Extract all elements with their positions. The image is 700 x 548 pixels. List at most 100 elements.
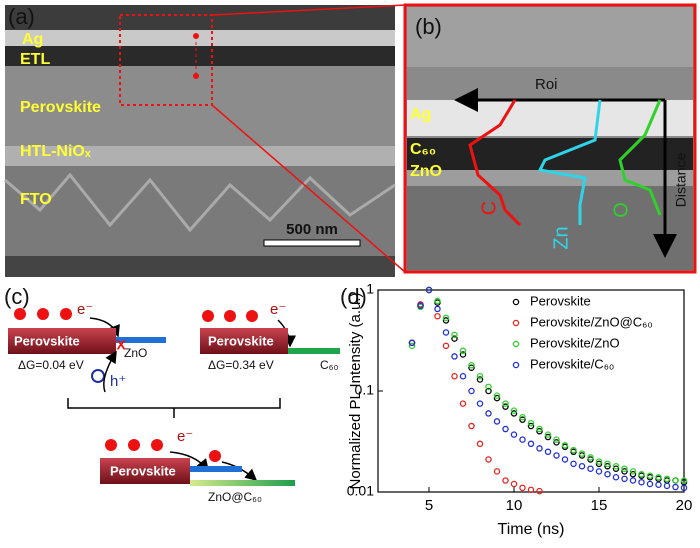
label: (d) [340, 284, 367, 309]
data-point [544, 448, 552, 456]
data-point [578, 462, 586, 470]
shape [116, 337, 166, 343]
data-point [536, 487, 543, 495]
label: Perovskite [110, 463, 176, 478]
shape [37, 308, 49, 320]
data-point [663, 475, 671, 483]
x-tick-label: 5 [425, 497, 433, 514]
data-point [519, 484, 526, 492]
y-tick-label: 0.01 [347, 483, 374, 499]
shape [407, 138, 693, 170]
shape [288, 348, 340, 354]
data-point [519, 436, 526, 443]
label: C₆₀ [320, 358, 339, 372]
data-point [476, 372, 484, 380]
data-point [553, 436, 560, 443]
data-point [587, 465, 594, 472]
data-point [604, 460, 611, 468]
shape [618, 99, 662, 216]
x-tick-label: 10 [506, 497, 523, 514]
data-point [638, 470, 645, 478]
legend-label: Perovskite [530, 293, 591, 308]
data-point [621, 475, 628, 483]
y-axis-label: Normalized PL Intensity (a.u.) [347, 292, 364, 489]
data-point [468, 361, 475, 369]
data-point [519, 416, 526, 423]
shape [5, 46, 395, 66]
legend-marker [512, 319, 520, 327]
label: Perovskite [14, 333, 80, 348]
data-point [604, 462, 611, 470]
data-point [417, 302, 424, 309]
shape [190, 480, 295, 486]
label: HTL-NiOₓ [20, 143, 91, 160]
data-point [561, 442, 569, 449]
label: Perovskite [20, 99, 101, 116]
shape [407, 186, 693, 270]
shape [224, 310, 236, 322]
data-point [442, 314, 450, 322]
data-point [408, 339, 416, 347]
data-point [485, 456, 492, 463]
label: Roi [535, 76, 558, 93]
label: h⁺ [110, 373, 126, 390]
data-point [536, 427, 543, 435]
shape [100, 458, 190, 484]
data-point [442, 329, 450, 336]
data-point [527, 422, 535, 430]
data-point [493, 468, 501, 475]
shape [407, 100, 693, 136]
data-point [451, 353, 458, 360]
data-point [672, 483, 679, 491]
data-point [502, 425, 509, 433]
data-point [655, 473, 662, 481]
data-point [536, 425, 543, 433]
data-point [442, 317, 450, 324]
panel-c: (c) e⁻ Perovskite ZnO X ΔG=0.04 eV h⁺ e⁻… [4, 284, 340, 504]
shape [119, 14, 213, 106]
data-point [655, 481, 662, 488]
shape [5, 256, 395, 277]
data-point [629, 468, 637, 475]
data-point [638, 478, 645, 486]
data-point [451, 335, 458, 342]
label: O [610, 202, 632, 218]
data-point [527, 440, 535, 448]
data-point [629, 477, 637, 484]
label: 500 nm [286, 221, 338, 238]
data-point [485, 410, 492, 417]
data-point [629, 470, 637, 478]
legend-label: Perovskite/ZnO [530, 335, 620, 350]
shape [246, 310, 258, 322]
data-point [663, 482, 671, 490]
y-tick-label: 1 [366, 281, 374, 297]
data-point [595, 468, 603, 475]
legend-label: Perovskite/C₆₀ [530, 356, 614, 371]
data-point [587, 454, 594, 461]
data-point [476, 440, 484, 448]
data-point [476, 376, 484, 383]
label: FTO [20, 191, 52, 208]
data-point [519, 413, 526, 421]
shape [91, 369, 105, 383]
shape [407, 7, 693, 67]
data-point [604, 470, 611, 478]
data-point [544, 433, 552, 441]
data-point [527, 419, 535, 427]
shape [468, 99, 522, 227]
shape [8, 328, 116, 354]
data-point [570, 446, 577, 454]
shape [151, 439, 163, 451]
data-point [459, 400, 467, 407]
label: Perovskite [208, 333, 274, 348]
legend-marker [512, 340, 520, 348]
data-point [646, 472, 654, 479]
shape [193, 33, 199, 39]
data-point [468, 387, 475, 395]
label: ZnO@C₆₀ [208, 490, 262, 504]
data-point [553, 439, 560, 446]
data-point [612, 473, 620, 481]
data-point [578, 450, 586, 457]
data-point [510, 410, 518, 417]
